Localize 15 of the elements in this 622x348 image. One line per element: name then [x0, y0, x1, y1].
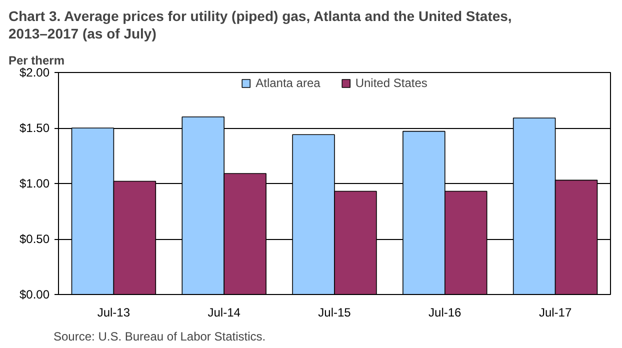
y-tick-label: $1.00 — [19, 176, 50, 190]
chart-title: Chart 3. Average prices for utility (piped) gas, Atlanta and the United States, 2013–2017 (as of July) — [8, 8, 512, 42]
x-tick-label: Jul-16 — [428, 306, 462, 320]
y-tick-label: $0.50 — [19, 232, 50, 246]
x-tick-label: Jul-15 — [318, 306, 352, 320]
y-tick-label: $2.00 — [19, 66, 50, 80]
y-tick-label: $1.50 — [19, 121, 50, 135]
x-tick-label: Jul-17 — [538, 306, 572, 320]
x-tick-label: Jul-13 — [97, 306, 130, 320]
x-tick-label: Jul-14 — [208, 306, 241, 320]
source-note: Source: U.S. Bureau of Labor Statistics. — [54, 330, 266, 344]
legend-label: Atlanta area — [256, 76, 320, 90]
legend-label: United States — [355, 76, 428, 90]
y-axis-title: Per therm — [8, 54, 65, 68]
y-tick-label: $0.00 — [19, 288, 50, 302]
